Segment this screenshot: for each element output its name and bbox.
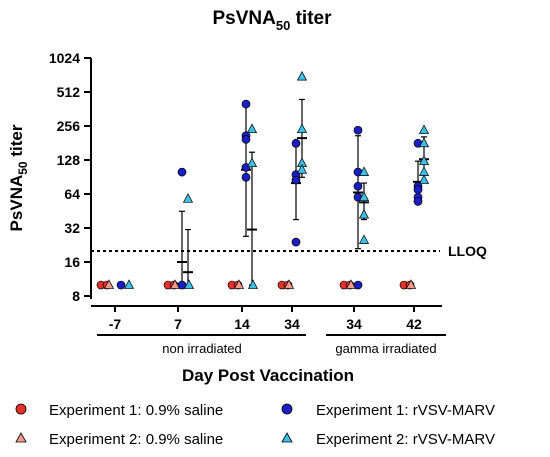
data-point-triangle [233,279,245,289]
data-point-triangle [103,279,115,289]
data-point-triangle [418,155,430,166]
data-point-circle [413,197,423,206]
data-point-triangle [418,174,430,184]
group-label-gamma-irradiated: gamma irradiated [335,341,436,356]
legend-marker-circle-red [15,403,27,415]
data-point-triangle [183,279,195,289]
y-tick-label: 1024 [49,50,80,66]
y-tick-label: 256 [57,118,81,134]
data-point-circle [241,172,251,182]
data-point-circle [291,175,301,185]
legend-item-exp2-marv: Experiment 2: rVSV-MARV [281,431,495,448]
legend-label: Experiment 1: rVSV-MARV [316,402,495,419]
data-point-triangle [418,137,430,148]
data-point-circle [241,99,251,109]
legend-label: Experiment 2: 0.9% saline [49,431,223,448]
data-point-circle [116,280,126,290]
group-label-non-irradiated: non irradiated [162,341,242,356]
y-axis-label: PsVNA50 titer [7,124,30,231]
data-point-triangle [182,193,194,203]
y-ticks: 8 16 32 64 128 256 512 1024 [49,50,91,304]
data-point-circle [413,185,423,194]
legend-item-exp2-saline: Experiment 2: 0.9% saline [15,431,223,448]
data-point-triangle [296,70,308,81]
data-point-triangle [169,279,181,289]
legend: Experiment 1: 0.9% saline Experiment 1: … [15,402,495,448]
x-tick-label: 42 [406,316,422,332]
x-tick-label: 34 [284,316,300,332]
legend-item-exp1-marv: Experiment 1: rVSV-MARV [281,402,495,419]
x-axis-label: Day Post Vaccination [182,366,354,385]
data-point-triangle [358,208,370,219]
data-point-triangle [358,166,370,176]
y-tick-label: 64 [64,186,80,202]
data-point-triangle [246,123,258,134]
data-point-circle [353,280,363,290]
x-tick-label: -7 [109,316,122,332]
data-point-circle [291,237,301,247]
y-tick-label: 16 [64,254,80,270]
data-points [96,70,430,290]
data-point-triangle [296,163,308,174]
y-tick-label: 8 [72,288,80,304]
data-point-circle [353,181,363,191]
legend-marker-circle-blue [281,403,293,415]
y-tick-label: 32 [64,220,80,236]
data-point-circle [291,138,301,148]
data-point-circle [177,167,187,177]
x-tick-label: 7 [174,316,182,332]
data-point-triangle [358,234,370,244]
legend-marker-triangle-cyan [281,432,293,443]
legend-label: Experiment 2: rVSV-MARV [316,431,495,448]
data-point-triangle [246,157,258,168]
x-tick-label: 14 [234,316,250,332]
data-point-triangle [358,191,370,202]
data-point-triangle [405,279,417,289]
legend-marker-triangle-pink [15,432,27,443]
data-point-circle [241,135,251,144]
y-tick-label: 512 [57,84,81,100]
data-point-triangle [247,279,259,289]
x-ticks: -7 7 14 34 34 42 [109,306,422,332]
legend-item-exp1-saline: Experiment 1: 0.9% saline [15,402,223,419]
data-point-triangle [123,279,135,289]
data-point-triangle [418,124,430,135]
legend-label: Experiment 1: 0.9% saline [49,402,223,419]
data-point-triangle [283,279,295,289]
chart-title: PsVNA50 titer [212,8,332,33]
data-point-triangle [345,279,357,289]
data-point-triangle [296,123,308,134]
data-point-circle [353,125,363,135]
x-tick-label: 34 [346,316,362,332]
y-tick-label: 128 [57,152,81,168]
lloq-label: LLOQ [448,243,487,259]
